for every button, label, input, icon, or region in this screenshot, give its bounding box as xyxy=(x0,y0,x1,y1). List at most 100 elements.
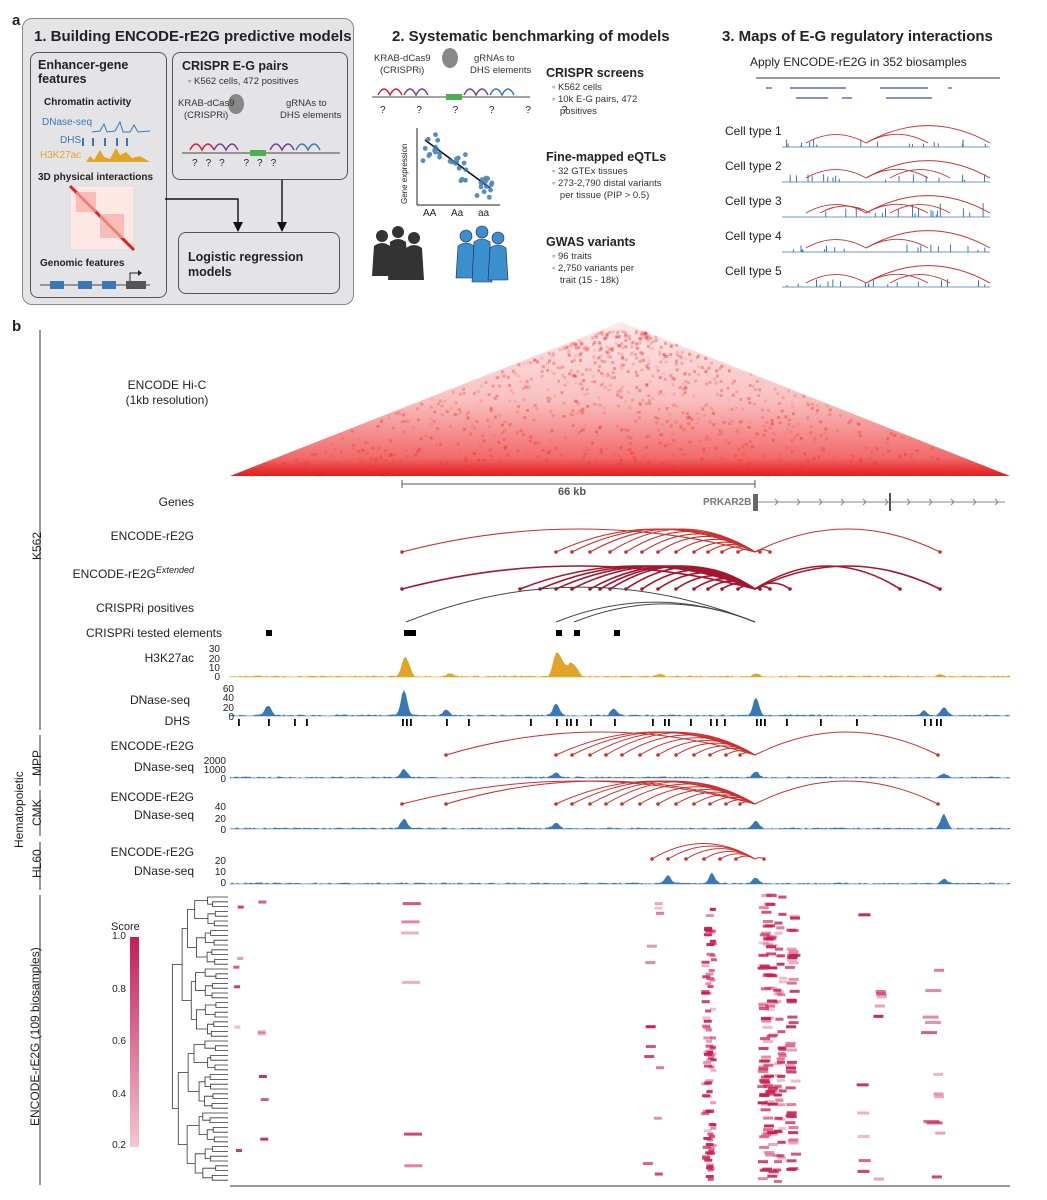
heatmap-cell xyxy=(709,954,716,958)
eqtl-dot xyxy=(461,160,467,166)
hic-pixel xyxy=(784,415,788,419)
hic-pixel xyxy=(662,372,666,376)
hic-pixel xyxy=(596,356,600,360)
hic-pixel xyxy=(374,457,378,461)
screens-bullet-1: ◦ K562 cells xyxy=(552,82,602,93)
hic-pixel xyxy=(464,456,468,460)
heatmap-cell xyxy=(701,964,710,968)
hic-pixel xyxy=(652,474,656,478)
hic-pixel xyxy=(282,462,286,466)
hic-pixel xyxy=(705,435,709,439)
gene-strand-chevron xyxy=(862,498,867,506)
heatmap-cell xyxy=(765,945,776,949)
crispri-tested-element xyxy=(574,630,580,636)
hic-pixel xyxy=(392,460,396,464)
hic-pixel xyxy=(741,444,745,448)
dhs-element xyxy=(756,719,758,726)
heatmap-cell xyxy=(759,1135,770,1139)
dendro-branch xyxy=(193,1044,208,1063)
hic-pixel xyxy=(740,407,744,411)
hic-pixel xyxy=(617,454,621,458)
hic-pixel xyxy=(762,433,766,437)
hic-pixel xyxy=(904,469,908,473)
re2g-arc-anchor xyxy=(758,550,762,554)
heatmap-cell xyxy=(776,990,785,994)
hic-pixel xyxy=(763,429,767,433)
hic-pixel xyxy=(566,380,570,384)
hic-pixel xyxy=(778,421,782,425)
hic-pixel xyxy=(618,343,622,347)
hic-pixel xyxy=(637,410,641,414)
crispri-tested-elements xyxy=(266,630,620,636)
hic-pixel xyxy=(339,450,343,454)
heatmap-cell xyxy=(708,1167,715,1171)
hic-pixel xyxy=(605,333,609,337)
krab-label: KRAB-dCas9 xyxy=(178,98,235,109)
hic-pixel xyxy=(785,445,789,449)
box2-title: 2. Systematic benchmarking of models xyxy=(392,28,670,45)
eqtl-dot xyxy=(427,151,433,157)
score-heatmap xyxy=(233,893,946,1183)
hic-pixel xyxy=(601,469,605,473)
hic-pixel xyxy=(687,381,691,385)
hic-pixel xyxy=(318,474,322,478)
heatmap-cell xyxy=(785,1069,796,1073)
score-tick-04: 0.4 xyxy=(112,1089,126,1100)
hic-pixel xyxy=(579,382,583,386)
heatmap-cell xyxy=(774,1130,783,1134)
hic-pixel xyxy=(406,419,410,423)
heatmap-cell xyxy=(790,916,801,920)
hic-pixel xyxy=(680,361,684,365)
dendro-branch xyxy=(213,1136,228,1143)
hic-pixel xyxy=(468,465,472,469)
heatmap-cell xyxy=(767,934,778,938)
hic-pixel xyxy=(578,353,582,357)
heatmap-cell xyxy=(703,1051,712,1055)
hic-pixel xyxy=(649,337,653,341)
hic-pixel xyxy=(599,448,603,452)
hic-pixel xyxy=(675,368,679,372)
genomic-label: Genomic features xyxy=(40,258,125,269)
eqtl-dot xyxy=(433,132,438,138)
hic-pixel xyxy=(634,330,638,334)
hic-pixel xyxy=(739,397,743,401)
hic-pixel xyxy=(781,472,785,476)
hic-pixel xyxy=(614,341,618,345)
re2g-ext-arc-anchor xyxy=(736,587,740,591)
hic-pixel xyxy=(682,452,686,456)
hic-pixel xyxy=(547,352,551,356)
hic-pixel xyxy=(487,393,491,397)
hic-pixel xyxy=(576,402,580,406)
heatmap-cell xyxy=(775,947,784,951)
eqtl-dot xyxy=(453,160,458,166)
eqtl-dot xyxy=(474,193,480,198)
dhs-element xyxy=(724,719,726,726)
hic-pixel xyxy=(585,347,589,351)
re2g-arc xyxy=(754,528,941,553)
hic-pixel xyxy=(635,342,639,346)
hic-pixel xyxy=(528,385,532,389)
hic-pixel xyxy=(453,413,457,417)
hic-pixel xyxy=(685,412,689,416)
hic-pixel xyxy=(573,358,577,362)
hic-pixel xyxy=(350,429,354,433)
hic-pixel xyxy=(671,383,675,387)
hic-pixel xyxy=(389,462,393,466)
hic-pixel xyxy=(649,341,653,345)
hic-pixel xyxy=(575,400,579,404)
hic-pixel xyxy=(767,409,771,413)
cmk-arc-anchor xyxy=(638,802,642,806)
hic-pixel xyxy=(524,451,528,455)
hic-pixel xyxy=(298,466,302,470)
hic-pixel xyxy=(352,443,356,447)
cmk-arc-anchor xyxy=(554,802,558,806)
hic-pixel xyxy=(713,446,717,450)
hic-pixel xyxy=(704,356,708,360)
hic-pixel xyxy=(605,334,609,338)
hic-pixel xyxy=(720,388,724,392)
dhs-element xyxy=(940,719,942,726)
hic-pixel xyxy=(735,406,739,410)
hic-pixel xyxy=(730,419,734,423)
eqtl-x-aa: aa xyxy=(478,208,490,219)
hic-pixel xyxy=(810,402,814,406)
